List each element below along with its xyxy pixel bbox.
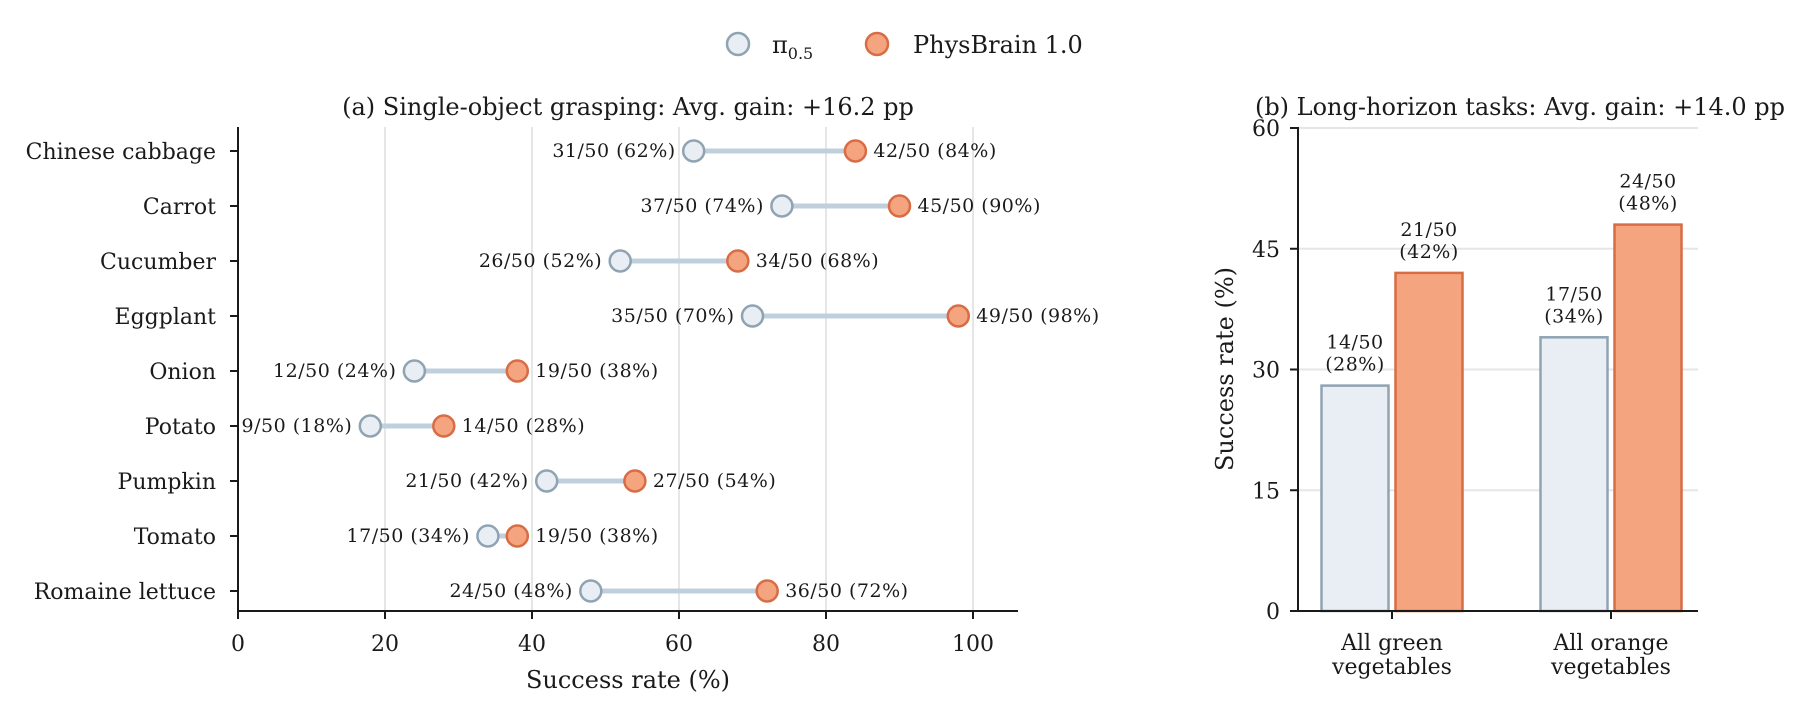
panel-a-value-label-physbrain: 19/50 (38%): [535, 525, 658, 547]
panel-b-y-tick-label: 45: [1252, 238, 1280, 263]
panel-a-rows: Chinese cabbage 31/50 (62%) 42/50 (84%) Car…: [26, 139, 1099, 605]
legend-label-physbrain: PhysBrain 1.0: [913, 31, 1083, 59]
panel-a-category-label: Romaine lettuce: [34, 580, 216, 605]
panel-a-point-physbrain: [432, 414, 456, 438]
legend-label-pi05-sub: 0.5: [788, 44, 813, 63]
panel-a-value-label-pi05: 26/50 (52%): [479, 250, 602, 272]
legend-marker-physbrain: [864, 31, 890, 57]
panel-a-x-tick-label: 20: [371, 632, 399, 657]
panel-a-x-label: Success rate (%): [526, 666, 730, 694]
panel-b-category-label: vegetables: [1550, 655, 1671, 680]
legend-label-pi05: π0.5: [772, 31, 813, 63]
panel-a-point-pi05: [608, 249, 632, 273]
panel-b: (b) Long-horizon tasks: Avg. gain: +14.0…: [1211, 93, 1785, 680]
panel-b-value-label: (34%): [1544, 305, 1604, 327]
panel-a-value-label-physbrain: 19/50 (38%): [535, 360, 658, 382]
panel-a-value-label-physbrain: 36/50 (72%): [785, 580, 908, 602]
panel-a-category-label: Eggplant: [115, 305, 217, 330]
panel-b-y-label: Success rate (%): [1211, 267, 1239, 471]
panel-a-point-physbrain: [505, 359, 530, 383]
panel-a-point-pi05: [681, 139, 706, 163]
panel-a-point-pi05: [358, 414, 383, 438]
panel-a-x-ticks: 0 20 40 60 80 100: [231, 611, 994, 657]
panel-a-x-tick-label: 40: [518, 632, 546, 657]
panel-a-x-tick-label: 0: [231, 632, 245, 657]
panel-a-point-pi05: [534, 469, 559, 493]
panel-b-title: (b) Long-horizon tasks: Avg. gain: +14.0…: [1255, 93, 1785, 121]
panel-a-x-tick-label: 100: [952, 632, 994, 657]
panel-b-y-ticks: 0 15 30 45 60: [1252, 117, 1298, 625]
panel-a-x-tick-label: 80: [812, 632, 840, 657]
panel-a-category-label: Tomato: [134, 525, 216, 550]
panel-b-y-tick-label: 15: [1252, 479, 1280, 504]
panel-b-value-label: 24/50: [1619, 171, 1676, 193]
panel-b-bar-physbrain: [1394, 271, 1464, 613]
panel-b-bar-pi05: [1320, 384, 1390, 613]
panel-b-y-tick-label: 60: [1252, 117, 1280, 142]
panel-a-value-label-pi05: 12/50 (24%): [273, 360, 396, 382]
panel-b-category-label: All orange: [1552, 631, 1668, 656]
panel-a-value-label-pi05: 9/50 (18%): [242, 415, 353, 437]
panel-a-value-label-pi05: 37/50 (74%): [641, 195, 764, 217]
panel-b-bar-pi05: [1539, 336, 1609, 613]
panel-a-value-label-physbrain: 27/50 (54%): [653, 470, 776, 492]
panel-a-category-label: Onion: [149, 360, 216, 385]
panel-a-value-label-physbrain: 14/50 (28%): [462, 415, 585, 437]
panel-a-value-label-physbrain: 49/50 (98%): [976, 305, 1099, 327]
panel-a-value-label-physbrain: 34/50 (68%): [756, 250, 879, 272]
panel-a-value-label-physbrain: 42/50 (84%): [873, 140, 996, 162]
panel-b-value-label: 21/50: [1400, 219, 1457, 241]
panel-b-value-label: (42%): [1399, 241, 1459, 263]
legend-marker-pi05: [725, 31, 751, 57]
panel-a-value-label-physbrain: 45/50 (90%): [918, 195, 1041, 217]
panel-b-category-label: vegetables: [1331, 655, 1452, 680]
panel-b-category-label: All green: [1340, 631, 1443, 656]
panel-a-category-label: Potato: [145, 415, 216, 440]
legend: π0.5 PhysBrain 1.0: [725, 31, 1083, 63]
panel-b-bar-physbrain: [1613, 223, 1683, 613]
legend-label-pi05-main: π: [772, 31, 788, 59]
panel-a-point-physbrain: [843, 139, 868, 163]
panel-a-value-label-pi05: 21/50 (42%): [405, 470, 528, 492]
panel-a-category-label: Chinese cabbage: [26, 140, 216, 165]
panel-b-bars: 14/50(28%) 21/50(42%) 17/50(34%) 24/50(48%): [1320, 171, 1683, 613]
panel-a: (a) Single-object grasping: Avg. gain: +…: [26, 93, 1100, 694]
panel-a-category-label: Pumpkin: [118, 470, 216, 495]
panel-a-point-physbrain: [726, 249, 750, 273]
panel-b-y-tick-label: 0: [1266, 600, 1280, 625]
panel-a-point-pi05: [579, 579, 603, 603]
panel-a-point-physbrain: [755, 579, 779, 603]
panel-a-point-physbrain: [505, 524, 530, 548]
panel-a-point-pi05: [402, 359, 427, 383]
panel-a-x-tick-label: 60: [665, 632, 693, 657]
panel-a-category-label: Carrot: [143, 195, 216, 220]
panel-a-value-label-pi05: 17/50 (34%): [347, 525, 470, 547]
panel-a-value-label-pi05: 31/50 (62%): [552, 140, 675, 162]
panel-a-category-label: Cucumber: [100, 250, 216, 275]
panel-b-value-label: (48%): [1618, 193, 1678, 215]
panel-a-value-label-pi05: 35/50 (70%): [611, 305, 734, 327]
panel-a-point-physbrain: [887, 194, 912, 218]
panel-a-title: (a) Single-object grasping: Avg. gain: +…: [342, 93, 914, 121]
panel-b-value-label: (28%): [1325, 354, 1385, 376]
panel-a-value-label-pi05: 24/50 (48%): [449, 580, 572, 602]
panel-a-point-pi05: [770, 194, 794, 218]
panel-a-point-pi05: [476, 524, 500, 548]
panel-a-point-physbrain: [946, 304, 971, 328]
panel-b-y-tick-label: 30: [1252, 359, 1280, 384]
panel-a-point-physbrain: [623, 469, 647, 493]
panel-a-point-pi05: [740, 304, 765, 328]
panel-b-value-label: 14/50: [1326, 332, 1383, 354]
panel-b-value-label: 17/50: [1545, 283, 1602, 305]
